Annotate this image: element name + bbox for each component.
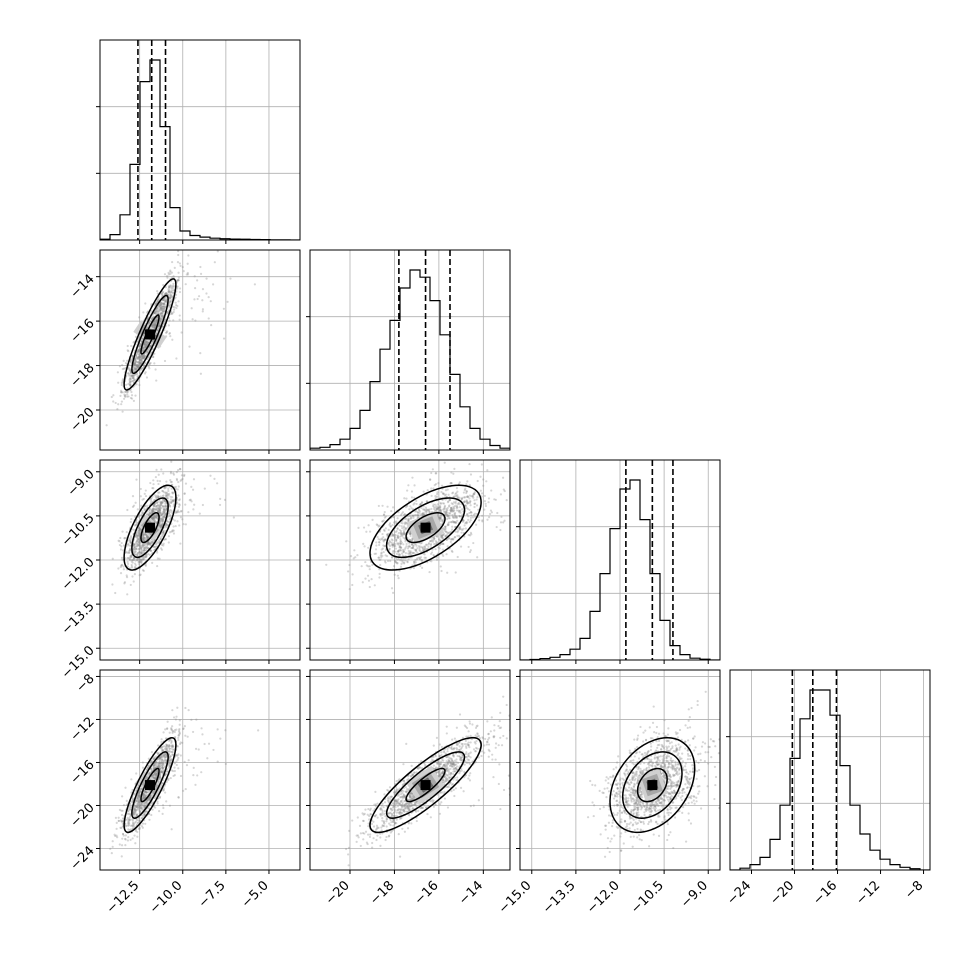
panel-frame bbox=[99, 669, 301, 871]
contour-level-0 bbox=[140, 512, 160, 544]
x-tick-label: −20 bbox=[323, 878, 353, 908]
contour-level-2 bbox=[123, 278, 177, 391]
samples-1-0 bbox=[105, 250, 256, 427]
contour-level-0 bbox=[140, 767, 160, 803]
contour-level-2 bbox=[369, 484, 482, 571]
x-tick-label: −10.5 bbox=[628, 878, 667, 917]
x-tick-label: −18 bbox=[367, 878, 397, 908]
histogram-panel-0 bbox=[96, 39, 301, 244]
x-tick-label: −7.5 bbox=[196, 878, 229, 911]
density-peak bbox=[145, 522, 155, 533]
scatter-panel-3-1: −20 −18 −16 −14 bbox=[306, 669, 511, 908]
y-tick-label: −16 bbox=[68, 758, 98, 788]
x-tick-label: −12.5 bbox=[104, 878, 143, 917]
y-tick-label: −13.5 bbox=[59, 599, 98, 638]
y-tick-label: −18 bbox=[68, 361, 98, 391]
y-tick-label: −24 bbox=[68, 844, 98, 874]
panel-frame bbox=[99, 39, 301, 241]
scatter-panel-2-1 bbox=[306, 459, 511, 664]
scatter-panel-3-2: −15.0 −13.5 −12.0 −10.5 −9.0 bbox=[496, 669, 721, 917]
density-peak bbox=[420, 780, 431, 791]
x-tick-label: −12 bbox=[853, 878, 883, 908]
x-tick-label: −12.0 bbox=[584, 878, 623, 917]
histogram-step-3 bbox=[730, 689, 930, 870]
y-tick-label: −12 bbox=[68, 715, 98, 745]
contour-level-2 bbox=[123, 484, 177, 571]
panel-frame bbox=[309, 669, 511, 871]
y-tick-label: −12.0 bbox=[59, 555, 98, 594]
y-tick-label: −14 bbox=[68, 272, 98, 302]
contour-level-0 bbox=[636, 767, 668, 803]
x-tick-label: −16 bbox=[412, 878, 442, 908]
x-tick-label: −10.0 bbox=[147, 878, 186, 917]
contour-level-0 bbox=[405, 512, 446, 544]
x-tick-label: −9.0 bbox=[678, 878, 711, 911]
y-tick-label: −20 bbox=[68, 405, 98, 435]
contour-level-0 bbox=[405, 767, 446, 803]
contour-level-1 bbox=[621, 751, 683, 819]
x-tick-label: −8 bbox=[902, 878, 926, 902]
x-tick-label: −13.5 bbox=[540, 878, 579, 917]
panel-frame bbox=[99, 249, 301, 451]
histogram-panel-2 bbox=[516, 459, 721, 664]
y-tick-label: −10.5 bbox=[59, 511, 98, 550]
contour-level-2 bbox=[609, 736, 696, 834]
histogram-step-1 bbox=[310, 269, 510, 450]
scatter-panel-1-0: −20 −18 −16 −14 bbox=[68, 249, 301, 454]
histogram-step-2 bbox=[520, 479, 720, 660]
contour-level-1 bbox=[131, 294, 169, 375]
samples-3-2 bbox=[586, 690, 720, 858]
y-tick-label: −8 bbox=[73, 672, 97, 696]
x-tick-label: −24 bbox=[724, 878, 754, 908]
y-tick-label: −15.0 bbox=[59, 643, 98, 682]
histogram-panel-3: −24 −20 −16 −12 −8 bbox=[724, 669, 931, 908]
contour-level-0 bbox=[140, 314, 160, 355]
y-tick-label: −16 bbox=[68, 316, 98, 346]
contour-level-1 bbox=[131, 751, 169, 819]
x-tick-label: −5.0 bbox=[239, 878, 272, 911]
density-peak bbox=[145, 780, 155, 791]
density-peak bbox=[420, 522, 431, 533]
x-tick-label: −15.0 bbox=[496, 878, 535, 917]
x-tick-label: −14 bbox=[456, 878, 486, 908]
contour-level-1 bbox=[385, 497, 466, 559]
samples-3-1 bbox=[345, 695, 510, 867]
histogram-panel-1 bbox=[306, 249, 511, 454]
y-tick-label: −9.0 bbox=[65, 467, 98, 500]
scatter-panel-2-0: −15.0 −13.5 −12.0 −10.5 −9.0 bbox=[59, 459, 301, 682]
contour-level-2 bbox=[369, 736, 482, 834]
samples-2-1 bbox=[325, 461, 508, 594]
x-tick-label: −20 bbox=[767, 878, 797, 908]
density-peak bbox=[647, 780, 658, 791]
y-tick-label: −20 bbox=[68, 801, 98, 831]
histogram-step-0 bbox=[100, 59, 300, 240]
panel-frame bbox=[729, 669, 931, 871]
x-tick-label: −16 bbox=[810, 878, 840, 908]
density-peak bbox=[145, 329, 155, 340]
contour-level-2 bbox=[123, 736, 177, 834]
contour-level-1 bbox=[131, 497, 169, 559]
panel-frame bbox=[309, 249, 511, 451]
contour-level-1 bbox=[385, 751, 466, 819]
scatter-panel-3-0: −12.5 −10.0 −7.5 −5.0 −24 −20 −16 −12 −8 bbox=[68, 669, 301, 917]
